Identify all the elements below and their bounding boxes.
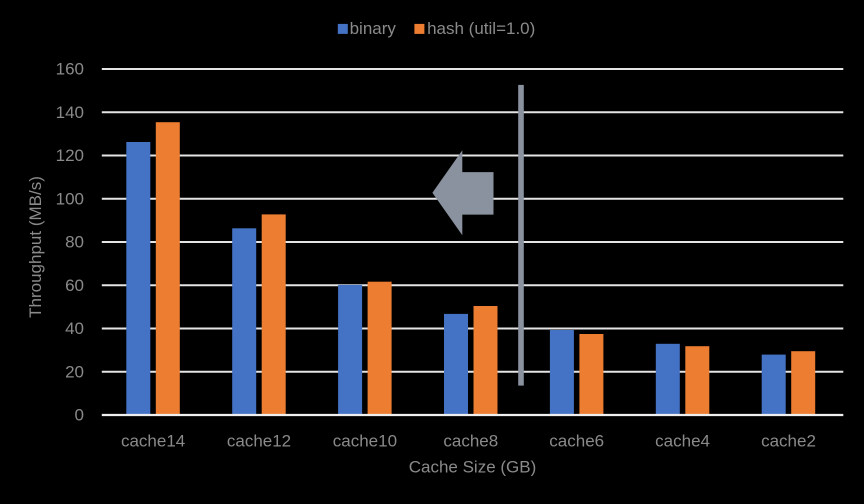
svg-text:binary: binary: [350, 19, 397, 38]
svg-text:120: 120: [56, 146, 84, 165]
svg-text:cache4: cache4: [655, 432, 710, 451]
svg-text:60: 60: [65, 276, 84, 295]
svg-text:cache8: cache8: [443, 432, 498, 451]
svg-text:160: 160: [56, 60, 84, 79]
svg-text:40: 40: [65, 319, 84, 338]
svg-text:cache14: cache14: [121, 432, 185, 451]
svg-text:hash (util=1.0): hash (util=1.0): [427, 19, 535, 38]
svg-text:Cache Size (GB): Cache Size (GB): [409, 458, 537, 477]
svg-text:cache12: cache12: [227, 432, 291, 451]
svg-text:Throughput (MB/s): Throughput (MB/s): [26, 176, 45, 318]
svg-text:cache10: cache10: [333, 432, 397, 451]
svg-text:100: 100: [56, 189, 84, 208]
svg-text:140: 140: [56, 103, 84, 122]
svg-text:0: 0: [75, 406, 84, 425]
svg-text:cache2: cache2: [761, 432, 816, 451]
svg-text:20: 20: [65, 362, 84, 381]
svg-text:cache6: cache6: [549, 432, 604, 451]
svg-text:80: 80: [65, 233, 84, 252]
